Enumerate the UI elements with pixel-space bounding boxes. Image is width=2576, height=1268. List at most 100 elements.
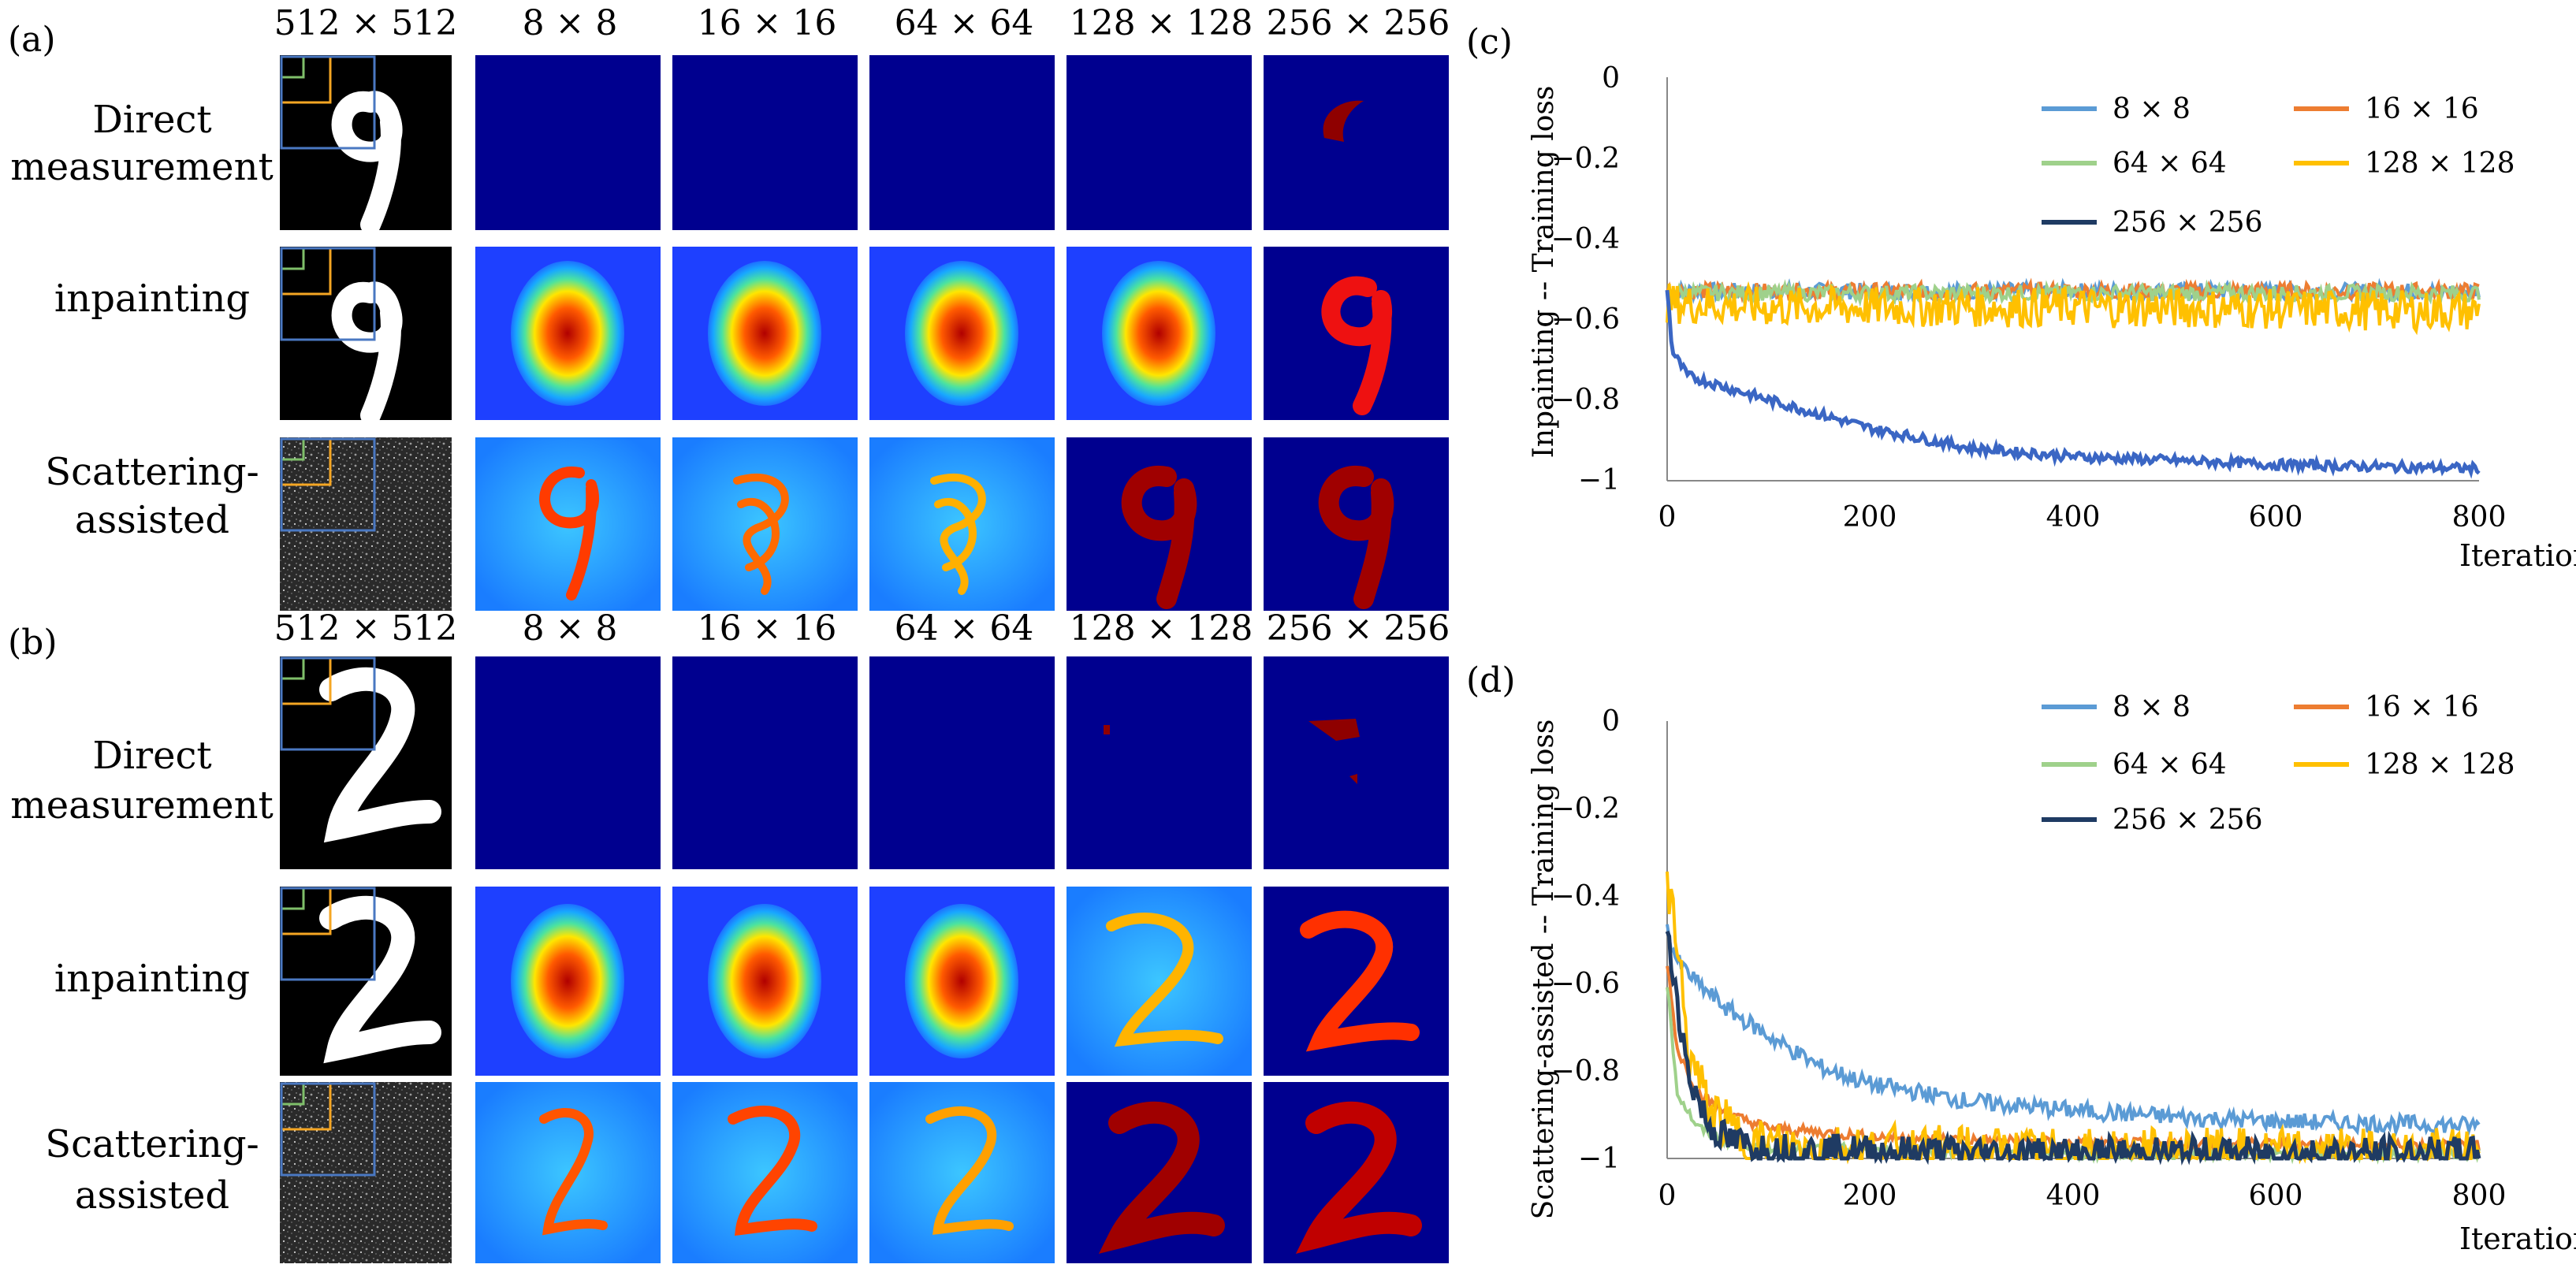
panel-b-label: (b) [8,623,58,663]
speckle-image [280,1082,452,1263]
series-line-64-64 [1666,279,2481,307]
recon-blob [511,904,624,1058]
chart-d-legend: 8 × 8 16 × 16 64 × 64 128 × 128 256 × 25… [2042,691,2515,836]
legend-label: 64 × 64 [2113,749,2227,781]
col-header: 16 × 16 [698,3,837,43]
panel-a-row-labels: Direct measurement inpainting Scattering… [10,98,274,542]
recon-16 [672,55,858,230]
ytick-label: −0.4 [1551,880,1620,913]
speckle-image [280,437,452,611]
recon-digit-2 [728,1106,817,1236]
col-header: 256 × 256 [1267,608,1450,649]
recon-128-fragment [1104,725,1110,734]
series-line-256-256 [1665,289,2481,479]
ytick-label: −0.8 [1551,384,1620,416]
legend-label: 128 × 128 [2365,749,2515,781]
col-header: 16 × 16 [698,608,837,649]
legend-label: 8 × 8 [2113,93,2191,125]
ytick-label: 0 [1602,705,1620,738]
xtick-label: 200 [1843,1180,1897,1212]
chart-c-yticks: 0 −0.2 −0.4 −0.6 −0.8 −1 [1551,62,1620,496]
legend-label: 256 × 256 [2113,206,2262,239]
recon-digit-2 [539,1107,608,1236]
chart-c-plot [1665,277,2481,479]
col-header: 128 × 128 [1070,3,1253,43]
row-label-line: inpainting [54,277,250,321]
col-header: 64 × 64 [895,608,1034,649]
recon-blob [708,261,821,406]
series-line-8-8 [1666,924,2481,1139]
xtick-label: 0 [1658,501,1677,534]
recon-digit-2 [1300,910,1420,1052]
recon-digit-9 [1121,466,1197,609]
panel-a-row-scattering [280,437,1449,611]
digit-2-shape [319,667,441,843]
col-header: 512 × 512 [274,608,458,649]
series-line-128-128 [1666,281,2481,336]
ytick-label: −1 [1578,1143,1620,1175]
recon-blob [708,904,821,1058]
chart-d-panel-label: (d) [1466,660,1516,701]
recon-blob [1102,261,1215,406]
inset-blue [280,55,376,150]
recon-8 [475,656,661,869]
legend-label: 64 × 64 [2113,147,2227,180]
panel-a-row-inpainting [280,247,1449,426]
series-line-256-256 [1665,930,2481,1166]
chart-c: (c) Inpainting -- Training loss 0 −0.2 −… [1466,22,2576,573]
legend-label: 256 × 256 [2113,804,2262,836]
xtick-label: 200 [1843,501,1897,534]
row-label-line: inpainting [54,957,250,1001]
legend-label: 16 × 16 [2365,93,2479,125]
chart-c-legend: 8 × 8 16 × 16 64 × 64 128 × 128 256 × 25… [2042,93,2515,239]
col-header: 8 × 8 [523,608,618,649]
ytick-label: −1 [1578,464,1620,496]
recon-digit-2 [1098,1101,1225,1254]
xtick-label: 600 [2249,501,2303,534]
inset-blue [280,656,376,751]
col-header: 256 × 256 [1267,3,1450,43]
recon-blob [905,261,1018,406]
row-label-line: Direct [92,734,211,778]
xtick-label: 0 [1658,1180,1677,1212]
chart-d-ylabel: Scattering-assisted -- Training loss [1528,720,1560,1220]
recon-64 [869,55,1055,230]
digit-9-shape [331,91,403,235]
row-label-line: Scattering- [45,450,259,494]
row-label-line: Scattering- [45,1122,259,1166]
recon-blob [905,904,1018,1058]
col-header: 64 × 64 [895,3,1034,43]
panel-b-row-direct [280,656,1449,869]
recon-128 [1067,55,1252,230]
chart-d: (d) Scattering-assisted -- Training loss… [1466,660,2576,1256]
row-label-line: assisted [75,1173,229,1218]
panel-b: (b) 512 × 512 8 × 8 16 × 16 64 × 64 128 … [8,608,1450,1263]
xtick-label: 400 [2046,1180,2101,1212]
panel-a-col-headers: 512 × 512 8 × 8 16 × 16 64 × 64 128 × 12… [274,3,1450,43]
inset-blue [280,437,376,532]
digit-2-shape [319,895,441,1064]
chart-d-xlabel: Iteration [2459,1222,2576,1256]
recon-digit-9 [1321,276,1393,415]
ytick-label: −0.8 [1551,1055,1620,1088]
chart-c-panel-label: (c) [1466,22,1513,62]
recon-256 [1264,55,1449,230]
legend-label: 8 × 8 [2113,691,2191,723]
recon-64 [869,656,1055,869]
recon-128 [1067,656,1252,869]
chart-d-plot [1665,871,2481,1166]
chart-c-xticks: 0 200 400 600 800 [1658,501,2507,534]
xtick-label: 400 [2046,501,2101,534]
recon-256-fragment [1308,719,1360,784]
recon-digit-2 [1295,1101,1422,1254]
panel-a-label: (a) [8,20,56,60]
panel-a-row-direct [280,55,1449,235]
col-header: 512 × 512 [274,3,458,43]
inset-blue [280,1082,376,1177]
recon-digit-2 [1106,913,1223,1047]
recon-256 [1264,656,1449,869]
recon-256-fragment [1323,100,1364,142]
xtick-label: 600 [2249,1180,2303,1212]
digit-9-shape [331,281,403,426]
